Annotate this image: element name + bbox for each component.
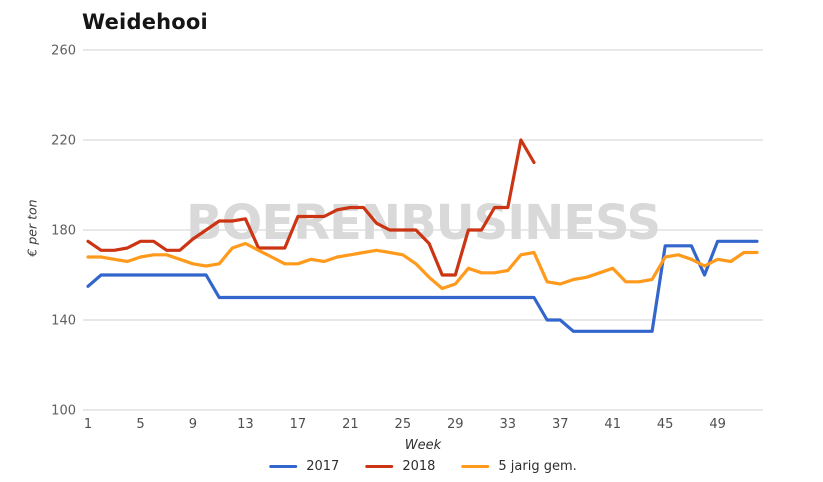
- y-tick-label: 220: [51, 134, 76, 149]
- y-tick-label: 260: [51, 44, 76, 59]
- series-line-5-jarig-gem-: [86, 241, 759, 291]
- watermark: BOERENBUSINESS: [186, 195, 660, 251]
- legend-label: 5 jarig gem.: [498, 459, 577, 474]
- x-tick-label: 17: [290, 417, 307, 432]
- legend-label: 2018: [402, 459, 436, 474]
- legend-item-5yr-avg[interactable]: 5 jarig gem.: [461, 459, 577, 474]
- x-tick-label: 41: [604, 417, 621, 432]
- legend-swatch-2017: [269, 464, 298, 469]
- x-tick-label: 33: [499, 417, 516, 432]
- x-tick-label: 45: [657, 417, 674, 432]
- legend-swatch-2018: [365, 464, 394, 469]
- x-tick-label: 1: [84, 417, 92, 432]
- series-line-2017: [86, 239, 759, 333]
- legend-label: 2017: [306, 459, 340, 474]
- x-tick-label: 13: [237, 417, 254, 432]
- x-tick-label: 49: [709, 417, 726, 432]
- x-tick-label: 5: [136, 417, 144, 432]
- y-tick-label: 100: [51, 404, 76, 419]
- y-tick-label: 180: [51, 224, 76, 239]
- chart-title: Weidehooi: [82, 10, 208, 34]
- x-tick-label: 29: [447, 417, 464, 432]
- x-tick-label: 9: [189, 417, 197, 432]
- legend-swatch-5yr-avg: [461, 464, 490, 469]
- x-tick-label: 21: [342, 417, 359, 432]
- y-tick-label: 140: [51, 314, 76, 329]
- x-axis-title: Week: [405, 438, 442, 453]
- x-tick-label: 25: [395, 417, 412, 432]
- series-line-2018: [86, 138, 536, 277]
- legend-item-2018[interactable]: 2018: [365, 459, 435, 474]
- legend-item-2017[interactable]: 2017: [269, 459, 339, 474]
- x-tick-label: 37: [552, 417, 569, 432]
- y-axis-title: € per ton: [24, 199, 40, 257]
- legend: 2017 2018 5 jarig gem.: [269, 459, 577, 474]
